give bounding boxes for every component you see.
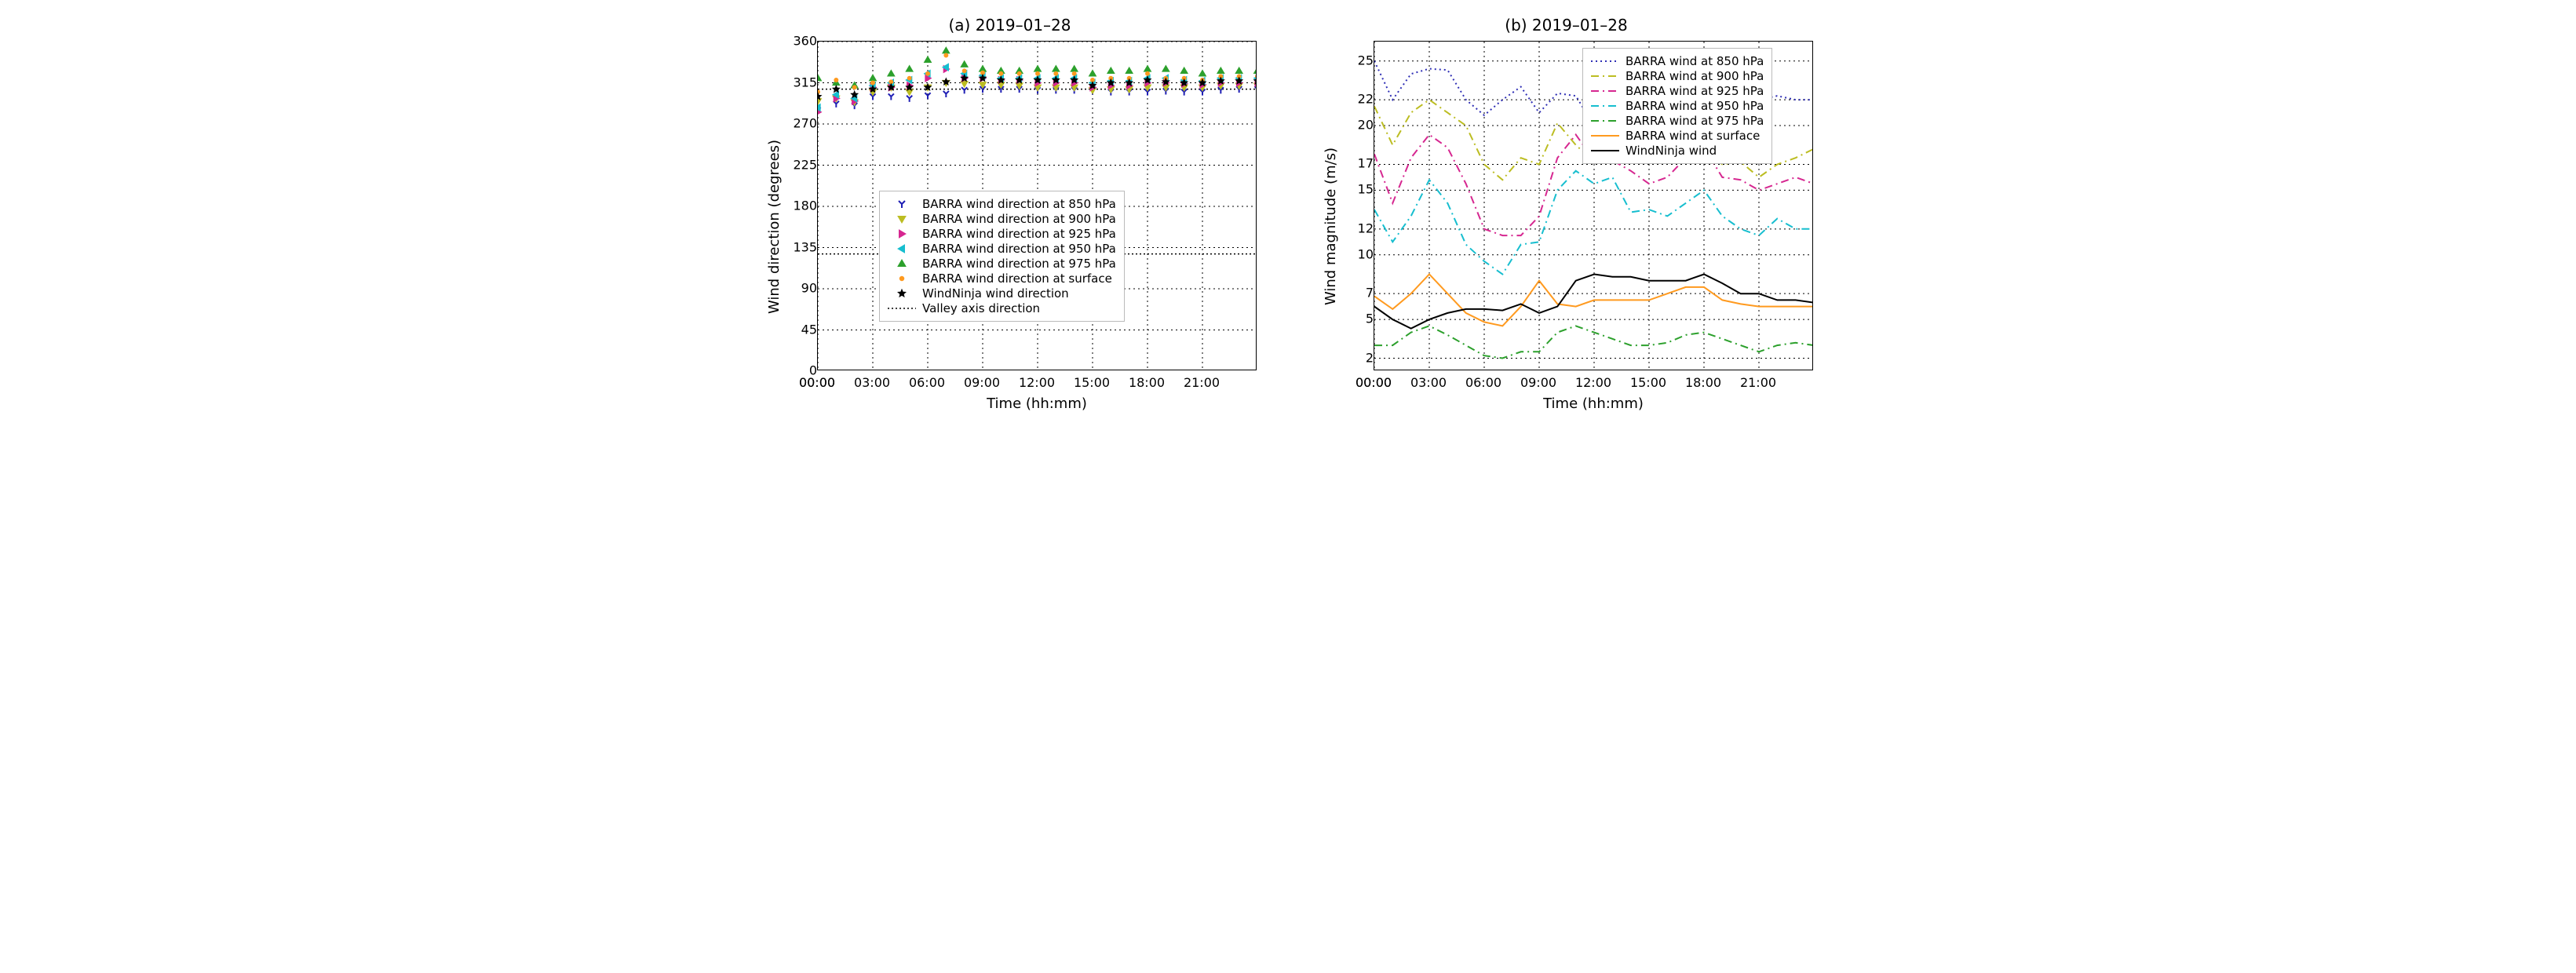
ytick-label: 270: [793, 116, 817, 131]
ytick-label: 12: [1358, 220, 1374, 235]
legend-item: BARRA wind direction at surface: [888, 271, 1116, 286]
ytick-label: 135: [793, 239, 817, 254]
legend-item: BARRA wind at 925 hPa: [1591, 84, 1764, 98]
legend-label: BARRA wind direction at 900 hPa: [922, 212, 1116, 226]
xtick-label: 09:00: [1520, 375, 1556, 390]
legend-item: BARRA wind direction at 900 hPa: [888, 212, 1116, 226]
legend-item: BARRA wind at 950 hPa: [1591, 99, 1764, 113]
ytick-label: 10: [1358, 246, 1374, 261]
xtick-label: 15:00: [1074, 375, 1110, 390]
xtick-label: 18:00: [1129, 375, 1165, 390]
chart-a-xticks: 00:0003:0006:0009:0012:0015:0018:0021:00…: [817, 375, 1257, 392]
xtick-label: 18:00: [1685, 375, 1721, 390]
ytick-label: 225: [793, 157, 817, 172]
ytick-label: 7: [1366, 286, 1374, 301]
legend-label: BARRA wind direction at 950 hPa: [922, 242, 1116, 256]
chart-b-yticks: 25 22 20 17 15 12 10 7 5 2: [1342, 41, 1374, 370]
legend-item: BARRA wind direction at 950 hPa: [888, 242, 1116, 256]
chart-b-plot-wrap: Wind magnitude (m/s) 25 22 20 17 15 12 10 7 5 2 B…: [1319, 41, 1813, 412]
ytick-label: 15: [1358, 182, 1374, 197]
ytick-label: 90: [801, 281, 817, 296]
legend-label: WindNinja wind: [1626, 144, 1717, 158]
ytick-label: 2: [1366, 350, 1374, 365]
legend-label: BARRA wind at 950 hPa: [1626, 99, 1764, 113]
legend-item: BARRA wind at 900 hPa: [1591, 69, 1764, 83]
ytick-label: 315: [793, 75, 817, 89]
chart-b-title: (b) 2019–01–28: [1319, 16, 1813, 35]
xtick-label: 06:00: [1465, 375, 1501, 390]
legend-label: BARRA wind at surface: [1626, 129, 1760, 143]
legend-label: Valley axis direction: [922, 301, 1040, 315]
chart-a-plot-wrap: Wind direction (degrees) 360315270225180…: [763, 41, 1257, 412]
chart-a-title: (a) 2019–01–28: [763, 16, 1257, 35]
xtick-label: 12:00: [1575, 375, 1611, 390]
chart-a-plot-area: BARRA wind direction at 850 hPaBARRA win…: [817, 41, 1257, 370]
chart-b-ylabel: Wind magnitude (m/s): [1319, 41, 1342, 412]
legend-item: BARRA wind direction at 975 hPa: [888, 257, 1116, 271]
xtick-label: 21:00: [1740, 375, 1776, 390]
chart-b-plot-col: BARRA wind at 850 hPaBARRA wind at 900 h…: [1374, 41, 1813, 412]
ytick-label: 180: [793, 199, 817, 213]
chart-b-legend: BARRA wind at 850 hPaBARRA wind at 900 h…: [1582, 48, 1772, 164]
xtick-label: 03:00: [854, 375, 890, 390]
chart-b-xlabel: Time (hh:mm): [1374, 395, 1813, 412]
ytick-label: 360: [793, 34, 817, 49]
xtick-label: 06:00: [909, 375, 945, 390]
legend-label: BARRA wind at 975 hPa: [1626, 114, 1764, 128]
xtick-label: 15:00: [1630, 375, 1666, 390]
legend-label: BARRA wind direction at 925 hPa: [922, 227, 1116, 241]
legend-label: BARRA wind at 850 hPa: [1626, 54, 1764, 68]
chart-a-legend: BARRA wind direction at 850 hPaBARRA win…: [879, 191, 1125, 322]
ytick-label: 5: [1366, 312, 1374, 326]
ytick-label: 25: [1358, 53, 1374, 67]
chart-a-xlabel: Time (hh:mm): [817, 395, 1257, 412]
xtick-label: 12:00: [1019, 375, 1055, 390]
chart-a-plot-col: BARRA wind direction at 850 hPaBARRA win…: [817, 41, 1257, 412]
xtick-label: 00:00: [1356, 375, 1392, 390]
legend-item: BARRA wind at surface: [1591, 129, 1764, 143]
legend-label: BARRA wind at 900 hPa: [1626, 69, 1764, 83]
xtick-label: 09:00: [964, 375, 1000, 390]
xtick-label: 21:00: [1184, 375, 1220, 390]
legend-label: BARRA wind direction at 850 hPa: [922, 197, 1116, 211]
xtick-label: 03:00: [1410, 375, 1447, 390]
chart-a-yticks: 36031527022518013590450: [786, 41, 817, 370]
legend-label: BARRA wind direction at 975 hPa: [922, 257, 1116, 271]
legend-item: BARRA wind at 975 hPa: [1591, 114, 1764, 128]
legend-label: WindNinja wind direction: [922, 286, 1069, 301]
legend-item: Valley axis direction: [888, 301, 1116, 315]
chart-b-xticks: 00:0003:0006:0009:0012:0015:0018:0021:00…: [1374, 375, 1813, 392]
legend-label: BARRA wind direction at surface: [922, 271, 1112, 286]
chart-a-ylabel: Wind direction (degrees): [763, 41, 786, 412]
ytick-label: 22: [1358, 92, 1374, 107]
legend-label: BARRA wind at 925 hPa: [1626, 84, 1764, 98]
chart-b-plot-area: BARRA wind at 850 hPaBARRA wind at 900 h…: [1374, 41, 1813, 370]
ytick-label: 20: [1358, 118, 1374, 133]
chart-a: (a) 2019–01–28 Wind direction (degrees) …: [763, 16, 1257, 412]
legend-item: WindNinja wind direction: [888, 286, 1116, 301]
legend-item: BARRA wind direction at 925 hPa: [888, 227, 1116, 241]
legend-item: WindNinja wind: [1591, 144, 1764, 158]
xtick-label: 00:00: [799, 375, 835, 390]
chart-b: (b) 2019–01–28 Wind magnitude (m/s) 2522…: [1319, 16, 1813, 412]
ytick-label: 45: [801, 322, 817, 337]
legend-item: BARRA wind at 850 hPa: [1591, 54, 1764, 68]
ytick-label: 17: [1358, 156, 1374, 171]
legend-item: BARRA wind direction at 850 hPa: [888, 197, 1116, 211]
